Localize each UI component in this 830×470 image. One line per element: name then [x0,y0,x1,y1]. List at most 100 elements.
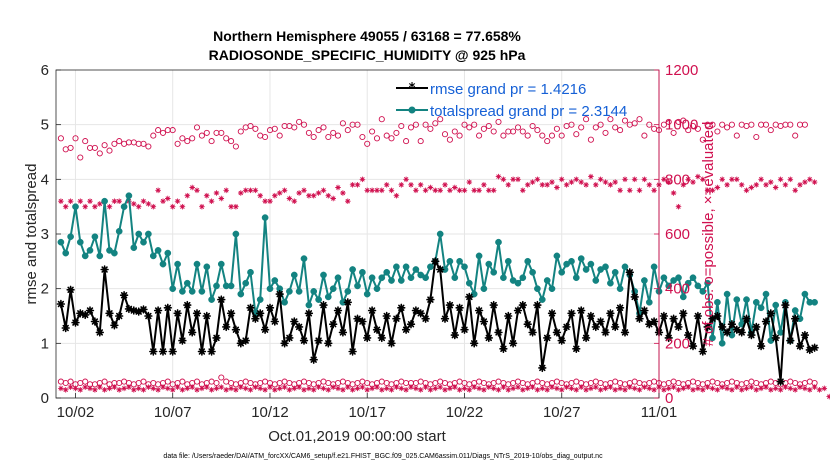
obs-possible-point [762,121,770,128]
obs-evaluated-point [767,179,774,185]
totalspread-point [504,257,512,265]
totalspread-point [723,290,731,298]
right-tick-label: 400 [665,281,690,298]
rmse-point [251,314,260,323]
obs-evaluated-point [296,384,302,390]
obs-evaluated-point [369,187,375,194]
obs-possible-point [300,121,308,128]
obs-evaluated-point [383,385,390,392]
rmse-point [397,303,406,312]
obs-evaluated-point [763,384,769,390]
obs-possible-point [621,117,629,124]
rmse-point [71,318,80,327]
obs-possible-point [67,378,74,385]
obs-evaluated-point [130,386,137,393]
obs-evaluated-point [116,386,123,393]
totalspread-point [451,274,459,282]
obs-evaluated-point [626,187,633,194]
obs-evaluated-point [743,187,750,194]
obs-evaluated-point [563,181,570,188]
rmse-point [557,336,566,345]
obs-possible-point [466,381,473,388]
rmse-point [217,295,226,304]
grid [56,70,659,398]
rmse-point [635,314,644,323]
obs-possible-point [432,120,439,127]
obs-evaluated-point [233,386,239,393]
totalspread-point [500,274,507,282]
rmse-point [353,314,362,323]
obs-evaluated-point [378,187,385,194]
totalspread-point [154,247,162,254]
obs-evaluated-point [135,203,142,210]
obs-evaluated-point [383,181,390,188]
obs-evaluated-point [82,384,89,390]
obs-possible-point [646,121,653,128]
obs-possible-point [748,121,755,128]
obs-evaluated-point [670,384,677,390]
obs-evaluated-point [592,384,599,390]
obs-evaluated-point [179,386,186,393]
totalspread-point [324,293,332,301]
obs-evaluated-point [626,384,633,390]
obs-evaluated-point [524,181,531,188]
right-tick-label: 1000 [665,117,698,134]
obs-possible-point [334,132,342,139]
obs-possible-point [417,138,424,145]
totalspread-point [393,263,400,271]
obs-evaluated-point [733,384,740,390]
obs-evaluated-point [169,386,176,393]
obs-evaluated-point [665,179,672,185]
obs-evaluated-point [651,386,657,393]
obs-possible-point [631,120,638,127]
obs-evaluated-point [641,384,648,390]
totalspread-point [733,296,741,303]
obs-evaluated-point [160,198,166,205]
obs-evaluated-point [539,181,546,188]
totalspread-point [621,263,629,271]
obs-evaluated-point [242,187,249,194]
totalspread-point [363,290,371,298]
obs-evaluated-point [490,187,497,194]
totalspread-point [791,307,799,314]
obs-possible-point [106,147,113,154]
obs-evaluated-point [461,187,468,194]
totalspread-point [641,277,648,284]
obs-evaluated-point [92,203,98,210]
rmse-point [358,317,367,326]
rmse-point [392,314,401,323]
obs-possible-point [573,378,580,385]
rmse-point [669,314,678,323]
obs-evaluated-point [782,181,789,188]
totalspread-point [397,277,405,284]
obs-possible-point [150,132,157,139]
obs-evaluated-point [797,181,803,188]
obs-evaluated-point [490,385,497,392]
obs-evaluated-point [218,384,225,390]
totalspread-point [514,279,522,287]
obs-evaluated-point [573,176,580,183]
obs-possible-point [310,133,317,141]
obs-evaluated-point [806,176,813,183]
rmse-point [445,300,455,310]
obs-possible-point [490,128,497,135]
obs-possible-point [471,121,478,128]
obs-evaluated-point [252,187,259,194]
obs-possible-point [208,378,215,385]
totalspread-point [772,301,780,309]
rmse-point [508,339,518,348]
rmse-point [732,325,741,334]
obs-evaluated-point [442,386,448,393]
rmse-point [795,341,805,351]
obs-evaluated-point [77,198,84,205]
rmse-point [766,309,775,318]
rmse-point [810,343,819,352]
obs-possible-point [369,128,376,135]
obs-evaluated-point [733,176,740,183]
obs-evaluated-point [568,179,575,185]
obs-evaluated-point [408,181,414,188]
totalspread-point [534,285,541,293]
obs-evaluated-point [607,384,614,390]
obs-possible-point [553,125,560,132]
obs-evaluated-point [631,385,638,392]
